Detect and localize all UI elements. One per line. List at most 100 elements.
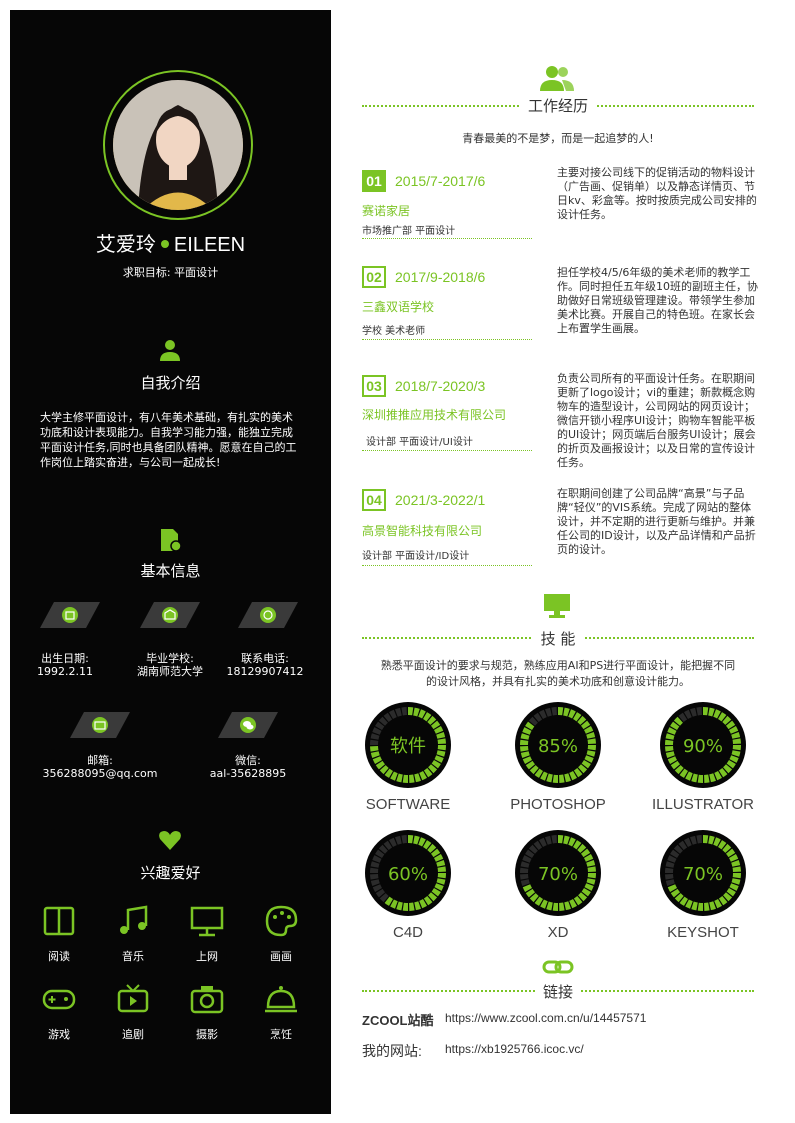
- skill-segment: [678, 712, 688, 723]
- skill-segment: [563, 835, 570, 845]
- skill-segment: [573, 895, 583, 906]
- job-3-role: 设计部 平面设计/UI设计: [366, 437, 473, 448]
- skill-segment: [667, 855, 677, 863]
- skill-segment: [586, 878, 596, 885]
- heart-icon: [159, 831, 181, 850]
- hobby-drama-label: 追剧: [122, 1028, 144, 1041]
- skill-segment: [414, 901, 421, 911]
- skill-segment: [520, 874, 529, 880]
- skill-segment: [586, 732, 596, 739]
- skill-segment: [685, 771, 693, 781]
- skill-ring-xd: 70%: [515, 830, 601, 916]
- skill-segment: [703, 835, 709, 844]
- skill-segment: [375, 888, 386, 898]
- info-mail-label: 邮箱:: [87, 754, 113, 767]
- skill-segment: [520, 739, 529, 745]
- skill-segment: [665, 733, 675, 740]
- skill-ring-c4d: 60%: [365, 830, 451, 916]
- skill-segment: [726, 888, 736, 897]
- skill-segment: [370, 733, 380, 740]
- skill-segment: [584, 755, 594, 763]
- skill-segment: [395, 835, 402, 845]
- hobby-games: 游戏: [34, 982, 84, 1042]
- skill-segment: [667, 756, 678, 764]
- website-label: 我的网站:: [362, 1043, 422, 1059]
- skill-segment: [520, 879, 530, 886]
- skill-segment: [729, 755, 739, 763]
- camera-icon: [190, 986, 224, 1014]
- skill-segment: [539, 709, 547, 720]
- info-phone-value: 18129907412: [226, 665, 304, 678]
- skill-segment: [568, 837, 576, 847]
- skill-segment: [564, 901, 571, 911]
- skill-segment: [667, 884, 678, 892]
- skill-segment: [691, 773, 698, 783]
- info-phone-text: 联系电话: 18129907412: [215, 652, 315, 678]
- links-header: 链接: [362, 981, 754, 1002]
- skill-segment: [413, 835, 420, 845]
- skill-segment: [436, 878, 446, 885]
- skill-segment: [437, 873, 446, 879]
- skill-segment: [564, 773, 571, 783]
- skill-segment: [427, 715, 437, 725]
- skill-ring-illustrator: 90%: [660, 702, 746, 788]
- skill-segment: [697, 902, 703, 911]
- skill-name: C4D: [392, 924, 423, 941]
- intro-text: 大学主修平面设计，有八年美术基础，有扎实的美术功底和设计表现能力。自我学习能力强…: [40, 411, 297, 469]
- document-icon: [161, 529, 182, 552]
- skill-name: PHOTOSHOP: [510, 796, 606, 813]
- skill-segment: [370, 739, 379, 745]
- skill-segment: [383, 712, 393, 723]
- info-mail: [70, 712, 130, 742]
- skill-segment: [718, 767, 728, 778]
- skill-segment: [665, 739, 674, 745]
- skill-segment: [670, 888, 681, 898]
- info-school-text: 毕业学校: 湖南师范大学: [120, 652, 220, 678]
- skill-segment: [436, 860, 446, 867]
- skill-segment: [437, 866, 446, 872]
- skill-segment: [419, 898, 427, 909]
- job-3-underline: [362, 450, 532, 451]
- skill-segment: [670, 721, 680, 730]
- skill-segment: [714, 770, 722, 781]
- skill-segment: [558, 835, 564, 844]
- job-1-company: 赛诺家居: [362, 204, 411, 218]
- hobby-photo-label: 摄影: [196, 1028, 218, 1041]
- skill-segment: [370, 861, 380, 868]
- skill-segment: [375, 760, 386, 770]
- skill-segment: [375, 721, 385, 730]
- info-school-value: 湖南师范大学: [137, 665, 203, 678]
- skill-segment: [428, 892, 438, 902]
- skill-value: 70%: [683, 864, 723, 885]
- skill-segment: [725, 720, 736, 730]
- link-icon: [542, 960, 574, 974]
- skill-segment: [528, 716, 538, 726]
- skill-segment: [731, 878, 741, 885]
- skill-segment: [665, 874, 674, 880]
- skill-segment: [522, 884, 533, 892]
- skill-segment: [434, 883, 444, 891]
- skill-segment: [709, 773, 716, 783]
- job-2-role: 学校 美术老师: [362, 326, 426, 337]
- skill-segment: [409, 902, 415, 911]
- zcool-link[interactable]: https://www.zcool.com.cn/u/14457571: [445, 1011, 647, 1025]
- info-birth: [40, 602, 100, 632]
- avatar: [113, 80, 243, 210]
- wechat-icon: [218, 712, 278, 738]
- skill-segment: [520, 861, 530, 868]
- skill-segment: [522, 855, 532, 863]
- sidebar: 艾爱玲 EILEEN 求职目标: 平面设计 自我介绍 大学主修平面设计，有八年美术…: [10, 10, 331, 1114]
- skill-segment: [586, 860, 596, 867]
- skill-segment: [533, 840, 543, 851]
- skill-segment: [427, 843, 437, 853]
- skill-segment: [379, 765, 389, 775]
- skill-segment: [558, 707, 564, 716]
- work-header: 工作经历: [362, 95, 754, 116]
- website-link[interactable]: https://xb1925766.icoc.vc/: [445, 1042, 584, 1056]
- skill-segment: [573, 840, 582, 850]
- zcool-logo: ZCOOL站酷: [362, 1013, 434, 1028]
- skill-segment: [520, 746, 529, 752]
- skill-segment: [729, 883, 739, 891]
- skill-segment: [423, 712, 432, 722]
- mail-icon: [70, 712, 130, 738]
